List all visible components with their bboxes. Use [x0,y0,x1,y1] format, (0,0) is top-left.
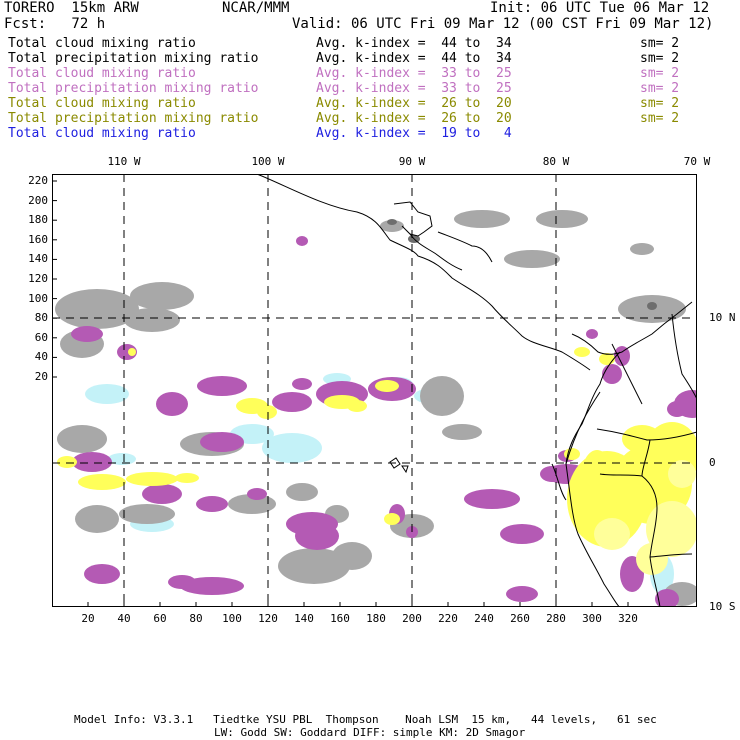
x-tick-label: 280 [546,612,566,625]
legend-row: Total precipitation mixing ratio Avg. k-i… [8,112,728,126]
x-tick-label: 180 [366,612,386,625]
y-tick-label: 60 [34,330,48,344]
legend-smoothing: sm= 2 [640,111,680,126]
y-tick-label: 100 [28,291,48,305]
x-tick-label: 320 [618,612,638,625]
country-borders [596,313,697,607]
organization-label: NCAR/MMM [222,0,290,16]
legend-k-index: Avg. k-index = 44 to 34 [316,51,512,66]
legend-k-index: Avg. k-index = 33 to 25 [316,66,512,81]
forecast-hour: Fcst: 72 h [4,16,106,32]
legend-k-index: Avg. k-index = 33 to 25 [316,81,512,96]
longitude-label: 100 W [251,155,285,168]
legend-k-index: Avg. k-index = 26 to 20 [316,111,512,126]
x-tick-label: 200 [402,612,422,625]
legend-smoothing: sm= 2 [640,51,680,66]
legend-smoothing: sm= 2 [640,66,680,81]
map-plot [52,174,697,607]
valid-time: Valid: 06 UTC Fri 09 Mar 12 (00 CST Fri … [292,16,714,32]
legend-k-index: Avg. k-index = 44 to 34 [316,36,512,51]
x-tick-label: 20 [81,612,95,625]
y-tick-label: 20 [34,370,48,383]
y-tick-label: 120 [28,272,48,285]
y-tick-label: 200 [28,193,48,207]
latitude-label: 10 N [709,311,736,324]
y-tick-label: 160 [28,232,48,246]
x-tick-label: 140 [294,612,314,625]
x-tick-label: 300 [582,612,602,625]
x-tick-label: 40 [117,612,131,625]
model-title: TORERO 15km ARW [4,0,139,16]
legend-k-index: Avg. k-index = 26 to 20 [316,96,512,111]
legend-row: Total precipitation mixing ratio Avg. k-i… [8,82,728,96]
legend-field-name: Total cloud mixing ratio [8,66,196,81]
legend-field-name: Total cloud mixing ratio [8,96,196,111]
y-tick-label: 140 [28,252,48,266]
light-yellow-field [594,460,697,575]
legend-smoothing: sm= 2 [640,96,680,111]
legend-row: Total cloud mixing ratio Avg. k-index = 2… [8,97,728,111]
y-tick-label: 220 [28,174,48,187]
physics-info-line: LW: Godd SW: Goddard DIFF: simple KM: 2D… [214,726,526,739]
field-layers [52,174,697,607]
legend-field-name: Total precipitation mixing ratio [8,51,259,66]
x-tick-label: 240 [474,612,494,625]
legend-field-name: Total cloud mixing ratio [8,36,196,51]
longitude-label: 80 W [542,155,570,168]
x-tick-label: 100 [222,612,242,625]
y-tick-label: 40 [34,350,48,364]
legend-row: Total cloud mixing ratio Avg. k-index = 3… [8,67,728,81]
y-tick-label: 180 [28,213,48,227]
legend-field-name: Total precipitation mixing ratio [8,111,259,126]
legend-smoothing: sm= 2 [640,81,680,96]
legend-field-name: Total precipitation mixing ratio [8,81,259,96]
x-tick-label: 120 [258,612,278,625]
legend-row: Total cloud mixing ratio Avg. k-index = 1… [8,127,728,141]
lat-lon-grid [52,174,697,607]
longitude-label: 110 W [107,155,141,168]
x-tick-label: 160 [330,612,350,625]
legend-smoothing: sm= 2 [640,36,680,51]
coastlines [256,174,693,607]
x-axis-ticks [87,602,629,607]
x-tick-label: 260 [510,612,530,625]
x-tick-label: 220 [438,612,458,625]
longitude-label: 90 W [398,155,426,168]
y-axis-ticks [52,180,57,378]
plot-frame [52,174,697,607]
latitude-label: 10 S [709,600,736,613]
longitude-label: 70 W [683,155,711,168]
y-tick-label: 80 [34,311,48,325]
init-time: Init: 06 UTC Tue 06 Mar 12 [490,0,710,16]
x-tick-label: 60 [153,612,167,625]
legend-field-name: Total cloud mixing ratio [8,126,196,141]
latitude-label: 0 [709,456,716,469]
legend-row: Total cloud mixing ratio Avg. k-index = 4… [8,37,728,51]
legend-k-index: Avg. k-index = 19 to 4 [316,126,512,141]
model-info-line: Model Info: V3.3.1 Tiedtke YSU PBL Thomp… [74,713,657,726]
legend-row: Total precipitation mixing ratio Avg. k-i… [8,52,728,66]
x-tick-label: 80 [189,612,203,625]
